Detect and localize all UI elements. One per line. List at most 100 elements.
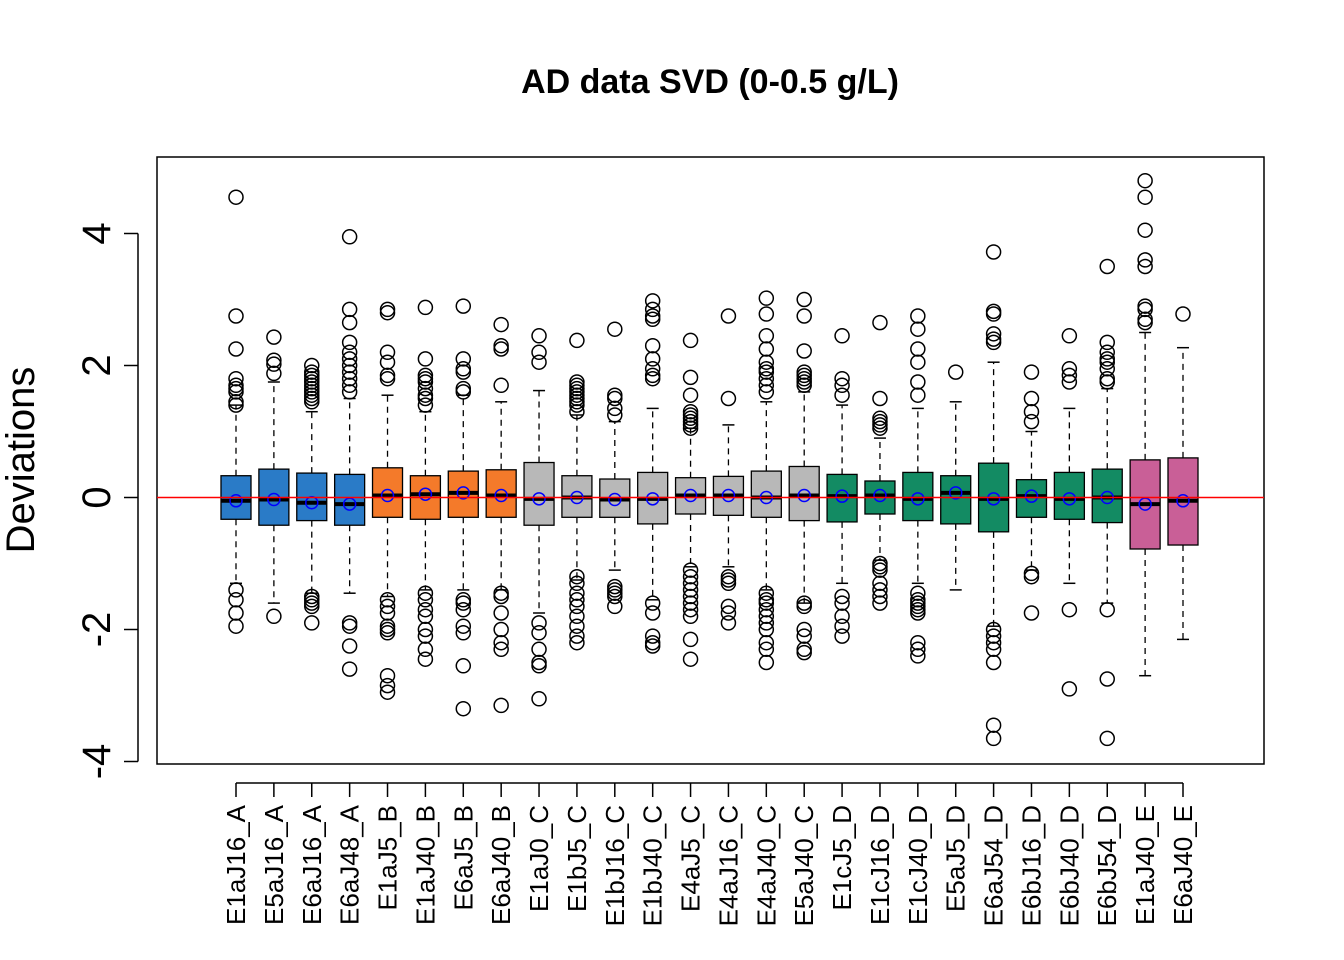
outlier-point <box>644 638 661 654</box>
outlier-point <box>304 615 320 631</box>
x-tick-label: E1cJ5_D <box>827 805 857 911</box>
outlier-point <box>569 628 585 644</box>
outlier-point <box>985 654 1002 671</box>
mean-marker <box>721 488 736 503</box>
x-tick-label: E4aJ5_C <box>676 805 706 912</box>
outlier-point <box>720 308 737 324</box>
box-E1bJ16_C <box>599 321 631 615</box>
outlier-point <box>379 301 396 318</box>
outlier-point <box>1137 298 1153 314</box>
mean-marker <box>608 492 622 507</box>
box-body <box>333 473 366 526</box>
outlier-point <box>644 311 661 328</box>
outlier-point <box>493 337 509 354</box>
x-tick-label: E6aJ54_D <box>979 805 1009 926</box>
outlier-point <box>379 354 396 370</box>
outlier-point <box>417 628 434 644</box>
outlier-point <box>341 344 358 361</box>
outlier-point <box>1061 328 1078 344</box>
x-tick-label: E5aJ16_A <box>259 804 289 925</box>
x-tick-label: E1aJ0_C <box>524 805 554 912</box>
outlier-point <box>379 598 396 615</box>
outlier-point <box>266 608 282 625</box>
outlier-point <box>341 301 358 318</box>
outlier-point <box>985 244 1002 260</box>
outlier-point <box>796 621 812 638</box>
outlier-point <box>910 354 926 370</box>
outlier-point <box>379 370 396 387</box>
outlier-point <box>228 397 244 413</box>
box-body <box>1015 479 1048 518</box>
outlier-point <box>644 628 661 644</box>
outlier-point <box>834 595 850 611</box>
outlier-point <box>341 661 358 677</box>
x-tick-label: E6aJ48_A <box>335 804 365 925</box>
box-E4aJ5_C <box>674 332 707 667</box>
box-body <box>371 467 404 518</box>
outlier-point <box>455 361 472 377</box>
outlier-point <box>531 328 547 344</box>
box-E6aJ54_D <box>977 244 1010 747</box>
outlier-point <box>758 377 775 394</box>
outlier-point <box>607 588 623 605</box>
outlier-point <box>1099 671 1115 687</box>
outlier-point <box>1099 354 1115 370</box>
outlier-point <box>910 387 926 403</box>
x-tick-label: E6bJ54_D <box>1092 805 1122 926</box>
mean-marker <box>267 492 281 507</box>
box-body <box>902 471 934 522</box>
outlier-point <box>266 352 282 368</box>
outlier-point <box>720 598 737 615</box>
outlier-point <box>228 370 244 387</box>
outlier-point <box>985 326 1002 342</box>
outlier-point <box>1137 314 1153 331</box>
outlier-point <box>834 608 850 625</box>
y-axis: -4 -2 0 2 4 <box>75 222 139 779</box>
outlier-point <box>1099 258 1115 275</box>
box-E6bJ40_D <box>1053 328 1086 697</box>
outlier-point <box>455 618 472 634</box>
mean-marker <box>911 492 925 506</box>
outlier-point <box>1137 189 1153 205</box>
outlier-point <box>758 370 775 387</box>
outlier-point <box>379 304 396 321</box>
outlier-point <box>228 618 244 634</box>
outlier-point <box>872 595 888 611</box>
outlier-point <box>607 598 623 615</box>
mean-marker <box>494 488 508 503</box>
outlier-point <box>228 189 244 205</box>
outlier-point <box>455 595 472 611</box>
outlier-point <box>455 601 472 618</box>
mean-marker <box>229 494 243 508</box>
outlier-point <box>834 328 850 344</box>
outlier-point <box>1137 258 1153 275</box>
outlier-point <box>1023 568 1040 585</box>
outlier-point <box>228 308 244 324</box>
outlier-point <box>758 641 775 658</box>
outlier-point <box>379 621 396 638</box>
box-E5aJ16_A <box>258 329 290 625</box>
outlier-point <box>341 314 358 331</box>
x-tick-label: E6aJ5_B <box>448 805 478 911</box>
outlier-point <box>682 631 699 648</box>
outlier-point <box>228 380 244 397</box>
mean-marker <box>1176 494 1190 508</box>
outlier-point <box>1061 681 1078 697</box>
outlier-point <box>417 592 434 608</box>
outlier-point <box>569 332 585 349</box>
box-E6aJ48_A <box>333 229 366 677</box>
outlier-point <box>1099 361 1115 377</box>
outlier-point <box>417 585 434 601</box>
outlier-point <box>417 299 434 316</box>
outlier-point <box>493 588 509 605</box>
outlier-point <box>682 332 699 349</box>
box-body <box>1053 471 1086 520</box>
outlier-point <box>493 341 509 357</box>
outlier-point <box>910 374 926 390</box>
outlier-point <box>531 654 547 671</box>
outlier-point <box>379 367 396 384</box>
outlier-point <box>417 641 434 658</box>
outlier-point <box>417 608 434 625</box>
outlier-point <box>417 601 434 618</box>
outlier-point <box>304 357 320 374</box>
